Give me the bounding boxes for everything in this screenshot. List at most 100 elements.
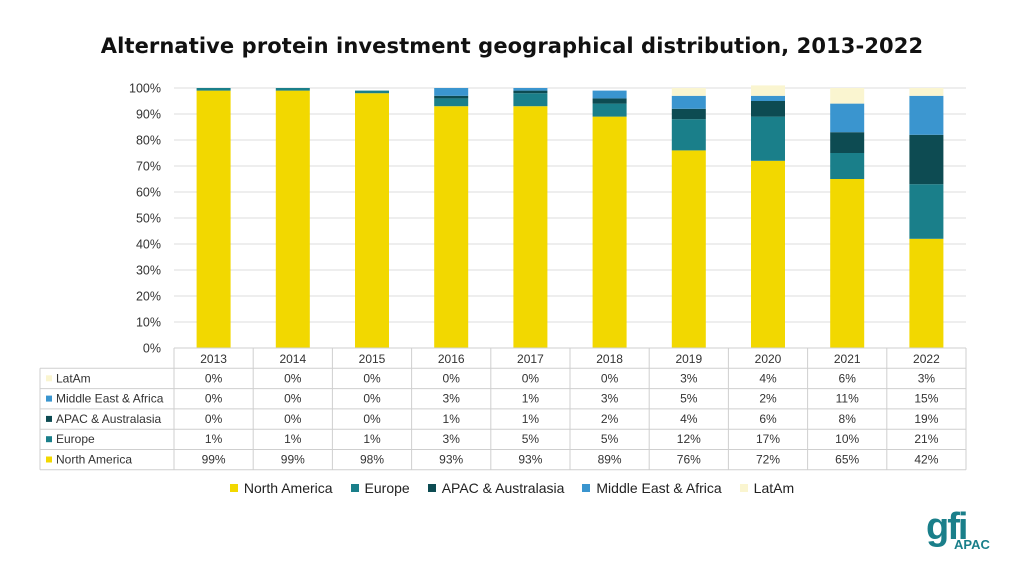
y-tick-label: 50% [136,212,161,226]
table-legend-key [46,436,52,443]
data-label: 0% [363,412,381,426]
y-tick-label: 60% [136,186,161,200]
bar-segment [909,238,944,348]
data-label: 0% [205,371,223,385]
data-label: 0% [601,371,619,385]
data-label: 72% [756,453,780,467]
y-tick-label: 100% [129,82,161,96]
legend-swatch [229,484,238,492]
bar-segment [592,103,627,117]
bar-segment [671,150,706,348]
bar-segment [909,88,944,96]
table-row-label: Europe [56,432,95,446]
chart-title: Alternative protein investment geographi… [100,34,924,58]
bars [196,85,944,348]
bar-segment [434,88,469,96]
data-label: 3% [443,392,461,406]
y-axis-ticks: 0% 10% 20% 30% 40% 50% 60% 70% 80% 90% 100% [129,82,161,356]
data-label: 76% [677,453,701,467]
data-label: 1% [522,392,540,406]
data-label: 19% [914,412,938,426]
data-label: 3% [918,371,936,385]
x-tick-label: 2021 [834,352,861,366]
bar-segment [275,90,310,348]
data-label: 98% [360,453,384,467]
data-label: 0% [363,392,381,406]
y-tick-label: 90% [136,108,161,122]
legend-swatch [350,484,359,492]
table-legend-key [46,375,52,382]
data-label: 4% [680,412,698,426]
svg-text:gfi: gfi [926,506,966,548]
bar-segment [909,95,944,135]
bar-segment [751,160,785,348]
bar-segment [592,90,627,99]
data-label: 5% [522,432,540,446]
data-label: 93% [439,453,463,467]
legend-item: North America [229,480,333,496]
data-label: 4% [759,371,777,385]
bar-segment [830,88,865,104]
data-label: 0% [363,371,381,385]
data-label: 1% [284,432,302,446]
data-label: 15% [914,392,938,406]
bar-segment [830,153,865,179]
y-tick-label: 20% [136,290,161,304]
data-label: 0% [284,412,302,426]
bar-segment [830,132,865,153]
legend-label: Middle East & Africa [596,480,722,496]
x-tick-label: 2016 [438,352,465,366]
legend-label: LatAm [753,480,795,496]
bar-segment [830,103,865,133]
legend: North America Europe APAC & Australasia Mid… [0,480,1024,496]
data-label: 65% [835,453,859,467]
y-tick-label: 0% [143,342,161,356]
bar-segment [513,106,548,348]
x-tick-label: 2019 [675,352,702,366]
legend-label: APAC & Australasia [441,480,565,496]
data-label: 5% [680,392,698,406]
data-label: 1% [363,432,381,446]
data-label: 42% [914,453,938,467]
bar-segment [513,93,548,107]
bar-segment [751,85,785,96]
data-label: 3% [443,432,461,446]
bar-segment [355,93,389,348]
bar-segment [434,98,469,107]
legend-label: Europe [364,480,410,496]
data-label: 89% [598,453,622,467]
legend-item: APAC & Australasia [427,480,565,496]
x-tick-label: 2022 [913,352,940,366]
data-label: 6% [759,412,777,426]
data-label: 0% [522,371,540,385]
table-row-label: Middle East & Africa [56,392,164,406]
table-row-label: North America [56,453,132,467]
bar-segment [671,88,706,96]
bar-segment [671,119,706,151]
y-tick-label: 10% [136,316,161,330]
data-label: 0% [205,392,223,406]
bar-segment [513,88,548,91]
data-label: 8% [839,412,857,426]
bar-segment [909,184,944,239]
data-label: 99% [281,453,305,467]
data-label: 99% [202,453,226,467]
data-label: 21% [914,432,938,446]
data-label: 0% [443,371,461,385]
x-tick-label: 2013 [200,352,227,366]
bar-segment [434,106,469,348]
bar-segment [196,90,231,348]
legend-item: Middle East & Africa [582,480,722,496]
bar-segment [592,116,627,348]
data-label: 17% [756,432,780,446]
y-tick-label: 30% [136,264,161,278]
bar-segment [830,179,865,348]
legend-swatch [582,484,591,492]
y-tick-label: 70% [136,160,161,174]
bar-segment [592,98,627,104]
bar-segment [751,101,785,117]
bar-segment [751,116,785,161]
bar-segment [434,95,469,99]
legend-swatch [427,484,436,492]
